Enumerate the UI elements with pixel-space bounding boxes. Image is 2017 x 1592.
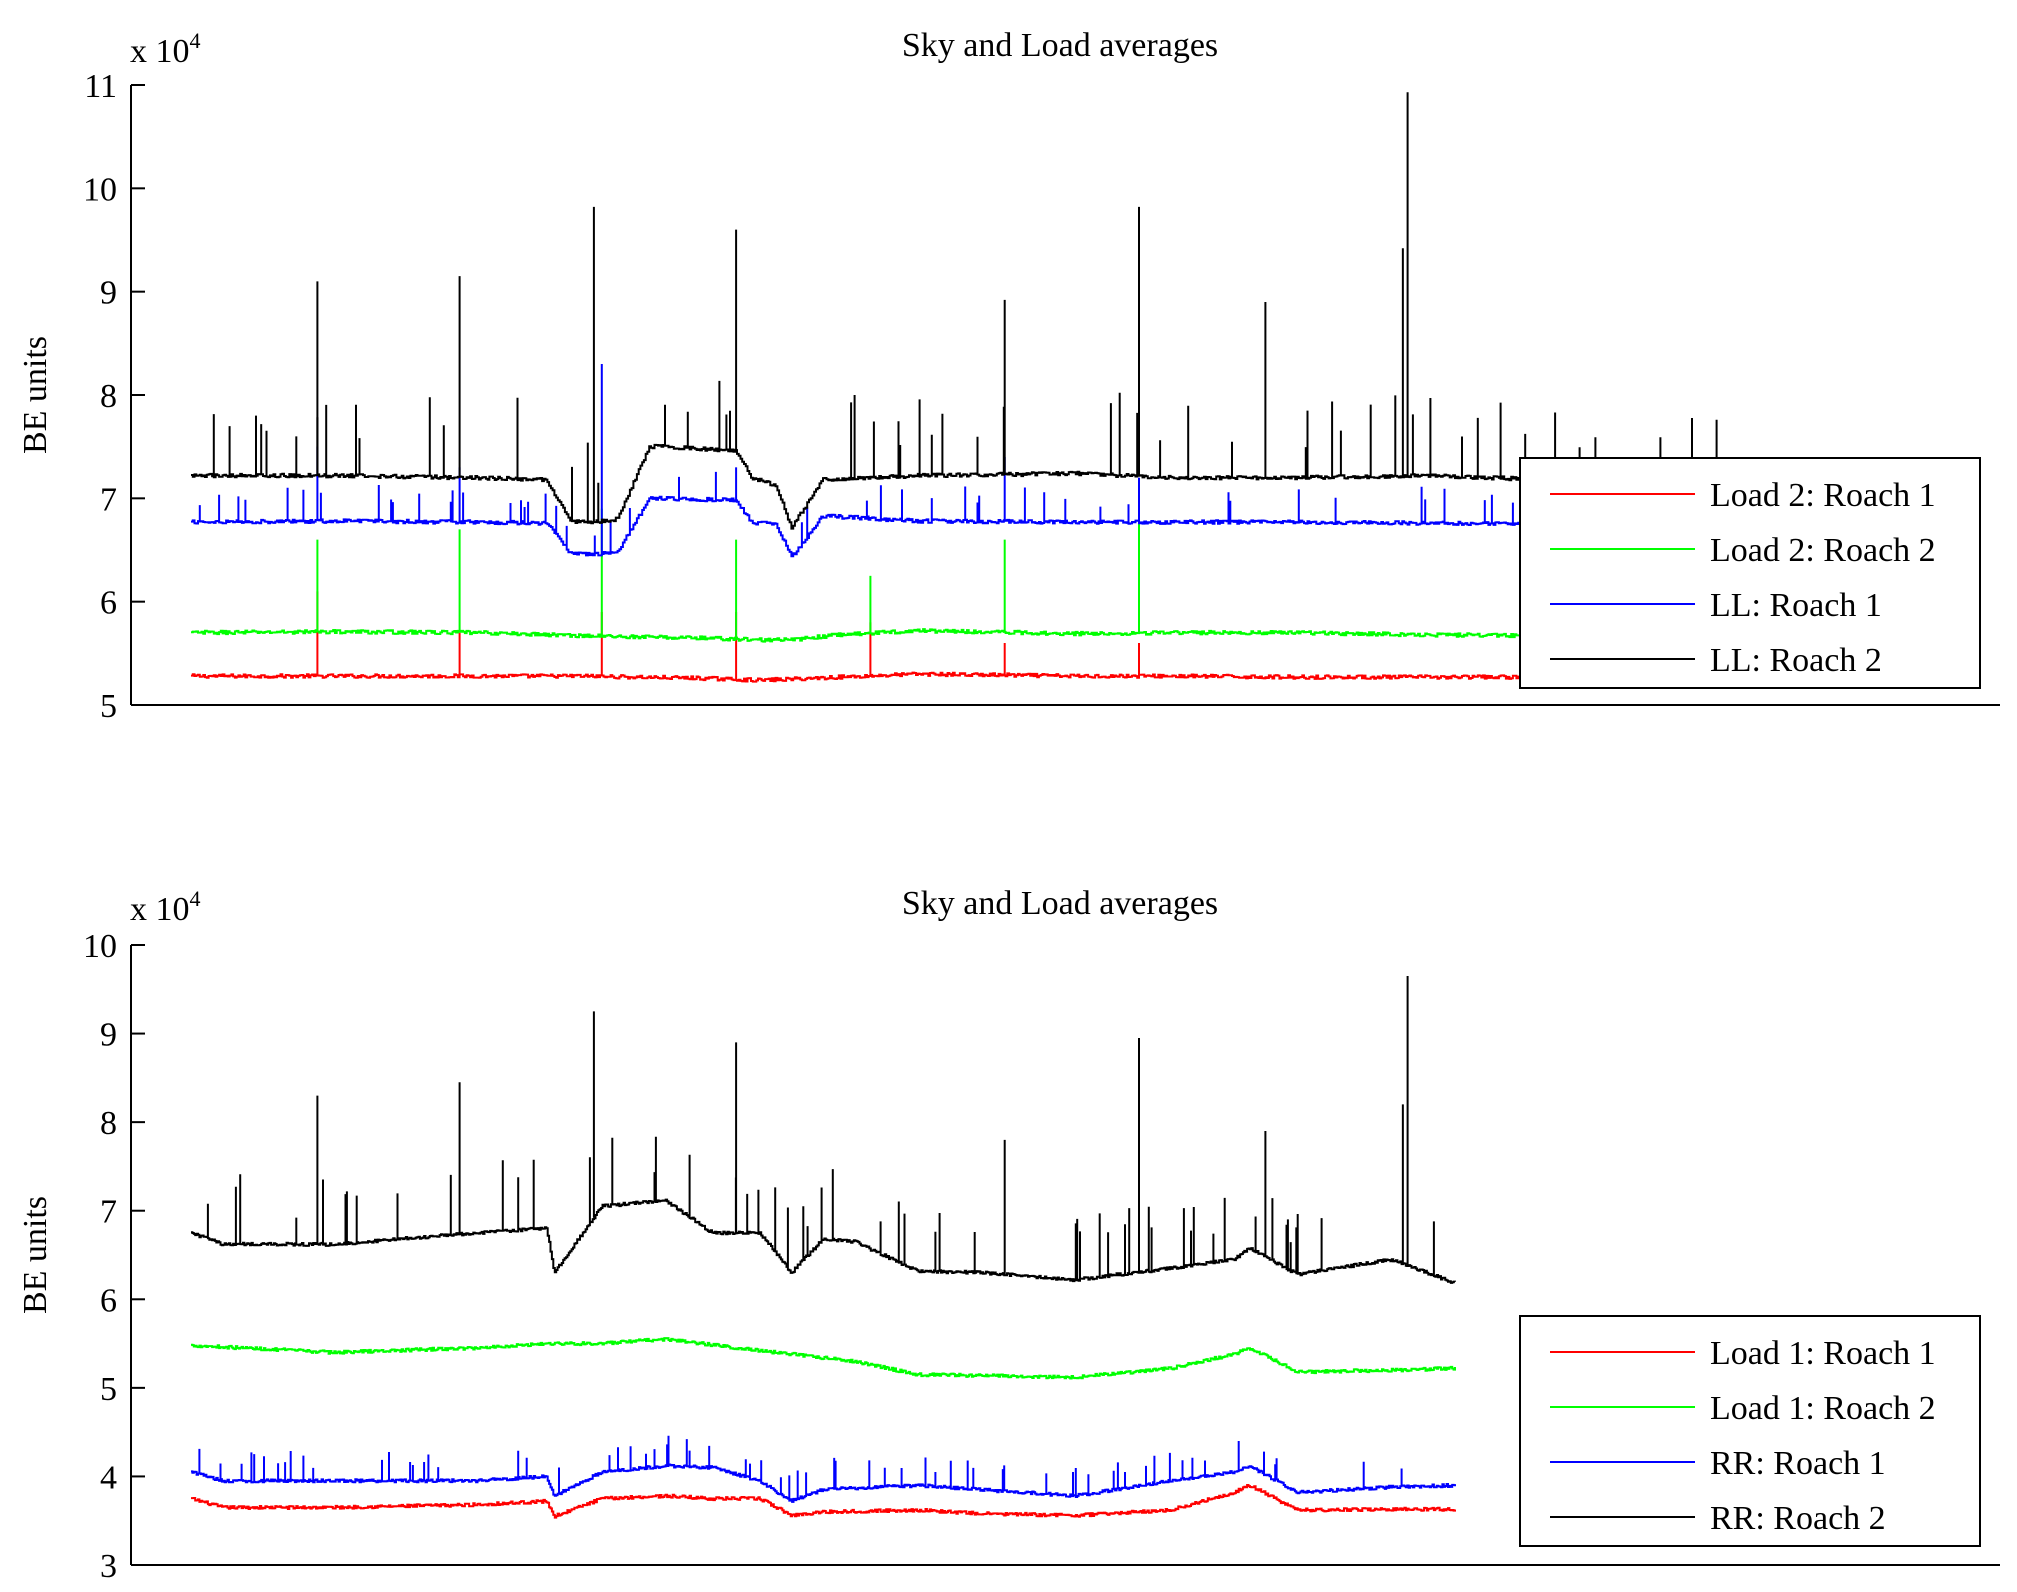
y-tick-label: 11 (84, 68, 117, 105)
y-tick-label: 9 (100, 1017, 117, 1054)
legend-box (1519, 457, 1981, 689)
y-tick-label: 8 (100, 1105, 117, 1142)
legend-label: Load 1: Roach 2 (1710, 1390, 1936, 1427)
y-tick-label: 9 (100, 275, 117, 312)
series-line-1 (191, 1337, 1456, 1380)
legend-box (1519, 1315, 1981, 1547)
y-ticks: 3 4 5 6 7 8 9 10 (83, 928, 145, 1585)
y-axis-label: BE units (17, 336, 54, 454)
y-scale-multiplier: x 104 (130, 28, 201, 70)
y-tick-label: 4 (100, 1459, 117, 1496)
y-tick-label: 5 (100, 1371, 117, 1408)
legend-label: LL: Roach 1 (1710, 587, 1882, 624)
bottom-chart: Sky and Load averages x 104 BE units 3 4 5… (17, 885, 2000, 1585)
series-layer (191, 976, 1456, 1519)
series-line-0 (191, 671, 1772, 683)
legend-label: RR: Roach 2 (1710, 1500, 1886, 1537)
legend: Load 1: Roach 1 Load 1: Roach 2 RR: Roach … (1519, 1315, 1981, 1547)
legend-label: Load 2: Roach 1 (1710, 477, 1936, 514)
y-tick-label: 10 (83, 171, 117, 208)
axes (130, 85, 2000, 706)
top-chart: Sky and Load averages x 104 BE units 5 6 7… (17, 27, 2000, 725)
y-tick-label: 7 (100, 481, 117, 518)
series-line-3 (191, 1136, 1456, 1284)
series-line-0 (191, 1484, 1456, 1519)
y-tick-label: 8 (100, 378, 117, 415)
y-scale-multiplier: x 104 (130, 886, 201, 928)
chart-title: Sky and Load averages (902, 885, 1218, 922)
chart-title: Sky and Load averages (902, 27, 1218, 64)
legend-label: LL: Roach 2 (1710, 642, 1882, 679)
y-tick-label: 7 (100, 1194, 117, 1231)
y-tick-label: 10 (83, 928, 117, 965)
y-tick-label: 6 (100, 585, 117, 622)
axes (130, 945, 2000, 1566)
y-tick-label: 3 (100, 1548, 117, 1585)
y-axis-label: BE units (17, 1196, 54, 1314)
legend-label: Load 1: Roach 1 (1710, 1335, 1936, 1372)
y-ticks: 5 6 7 8 9 10 11 (83, 68, 145, 725)
y-tick-label: 5 (100, 688, 117, 725)
series-layer (191, 92, 1772, 683)
series-line-3 (191, 380, 1772, 530)
legend-label: RR: Roach 1 (1710, 1445, 1886, 1482)
series-line-1 (191, 628, 1772, 643)
series-line-2 (191, 471, 1772, 558)
y-tick-label: 6 (100, 1282, 117, 1319)
series-line-2 (191, 1435, 1456, 1503)
legend: Load 2: Roach 1 Load 2: Roach 2 LL: Roach … (1519, 457, 1981, 689)
legend-label: Load 2: Roach 2 (1710, 532, 1936, 569)
